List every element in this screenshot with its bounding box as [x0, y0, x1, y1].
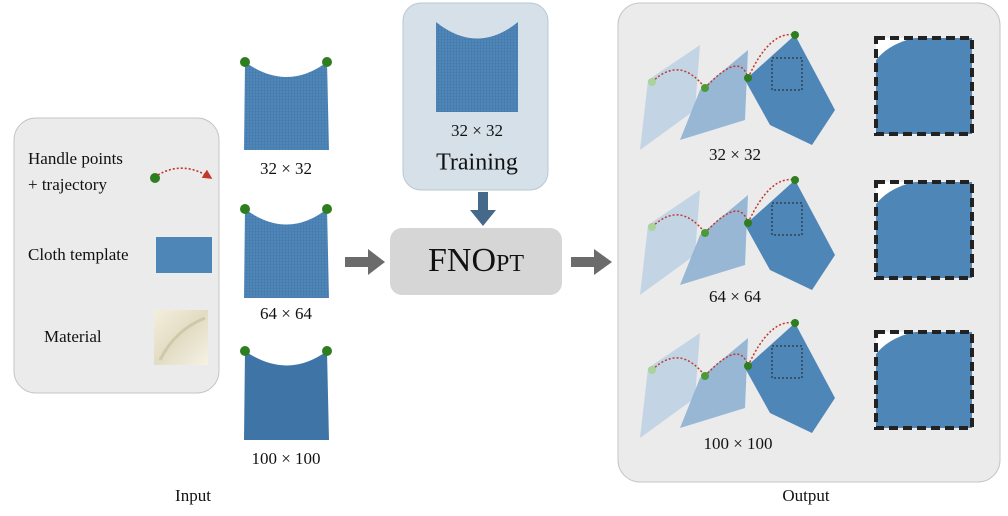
model-name: FNOpt	[428, 242, 524, 279]
zoom-border	[874, 330, 974, 430]
trajectory	[747, 178, 796, 224]
caption: Input	[175, 486, 211, 505]
resolution-label: 100 × 100	[703, 434, 772, 453]
handle-point	[791, 31, 799, 39]
cloth	[436, 22, 518, 112]
cloth-template	[156, 237, 212, 273]
zoom-border	[874, 36, 974, 136]
resolution-label: 32 × 32	[260, 159, 312, 178]
cloth-frame	[680, 195, 748, 285]
handle-point	[648, 366, 656, 374]
legend-label: + trajectory	[28, 175, 107, 194]
material-fold	[158, 316, 206, 361]
resolution-label: 64 × 64	[709, 287, 762, 306]
arrow	[470, 210, 496, 226]
handle-point	[791, 176, 799, 184]
arrow	[345, 249, 385, 275]
training-label: Training	[436, 150, 518, 176]
resolution-label: 100 × 100	[251, 449, 320, 468]
input-cloths	[240, 57, 332, 440]
handle-point	[240, 204, 250, 214]
zoom-corner	[876, 182, 915, 204]
trajectory	[704, 210, 749, 234]
cloth-frame	[680, 50, 748, 140]
handle-point	[240, 57, 250, 67]
resolution-label: 32 × 32	[709, 145, 761, 164]
model-box	[390, 228, 562, 295]
handle-point	[791, 319, 799, 327]
handle-point	[648, 78, 656, 86]
cloth	[244, 351, 329, 440]
handle-point	[322, 204, 332, 214]
cloth-frame	[680, 338, 748, 428]
handle-point	[322, 57, 332, 67]
handle-point	[322, 346, 332, 356]
handle-point	[744, 219, 752, 227]
legend-label: Cloth template	[28, 245, 129, 264]
handle-point	[150, 173, 160, 183]
output-cloths	[640, 31, 974, 438]
resolution-label: 64 × 64	[260, 304, 313, 323]
handle-point	[701, 84, 709, 92]
cloth	[244, 62, 329, 150]
zoom-corner	[876, 38, 915, 60]
arrow	[571, 249, 612, 275]
handle-point	[744, 362, 752, 370]
legend-label: Material	[44, 327, 102, 346]
zoom-view	[876, 38, 972, 134]
zoom-region	[771, 345, 803, 379]
trajectory	[704, 353, 749, 377]
trajectory	[747, 33, 796, 79]
zoom-corner	[876, 332, 915, 354]
handle-point	[648, 223, 656, 231]
cloth	[244, 209, 329, 298]
zoom-border	[874, 180, 974, 280]
handle-point	[240, 346, 250, 356]
caption: Output	[782, 486, 830, 505]
legend-label: Handle points	[28, 149, 123, 168]
zoom-view	[876, 182, 972, 278]
zoom-region	[771, 202, 803, 236]
handle-point	[744, 74, 752, 82]
resolution-label: 32 × 32	[451, 121, 503, 140]
trajectory	[157, 167, 213, 179]
arrow	[478, 192, 488, 211]
handle-point	[701, 372, 709, 380]
trajectory	[747, 321, 796, 367]
handle-point	[701, 229, 709, 237]
zoom-region	[771, 57, 803, 91]
trajectory	[704, 65, 749, 89]
zoom-view	[876, 332, 972, 428]
